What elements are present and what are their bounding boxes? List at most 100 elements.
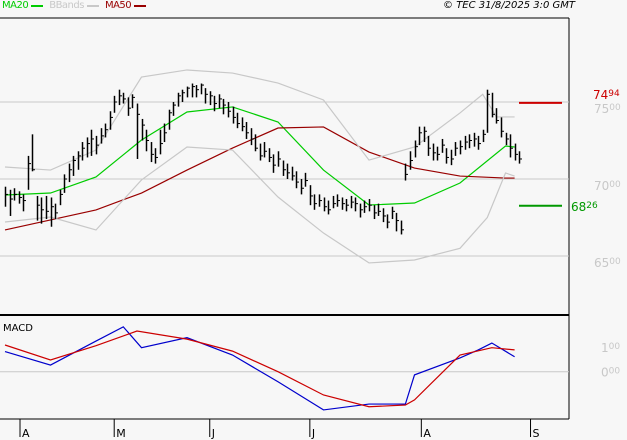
x-tick-label: S bbox=[533, 427, 540, 440]
price-bar bbox=[341, 197, 345, 210]
price-bar bbox=[172, 102, 176, 116]
price-bar bbox=[363, 200, 367, 213]
price-bar bbox=[327, 200, 331, 215]
x-tick-label: J bbox=[311, 427, 315, 440]
price-bar bbox=[118, 89, 122, 106]
price-bar bbox=[13, 188, 17, 201]
price-bar bbox=[218, 94, 222, 109]
price-bar bbox=[404, 163, 408, 181]
price-bar bbox=[195, 85, 199, 98]
price-bar bbox=[177, 92, 181, 107]
price-bar bbox=[18, 191, 22, 204]
price-bar bbox=[409, 151, 413, 170]
price-bar bbox=[81, 142, 85, 161]
price-bar bbox=[468, 134, 472, 149]
price-bar bbox=[423, 126, 427, 143]
price-bar bbox=[163, 123, 167, 143]
price-bar bbox=[54, 203, 58, 220]
price-bar bbox=[495, 108, 499, 124]
price-bar bbox=[350, 195, 354, 209]
price-bar bbox=[209, 91, 213, 106]
price-bar bbox=[336, 194, 340, 207]
price-bar bbox=[359, 203, 363, 218]
price-bar bbox=[272, 154, 276, 173]
price-bar bbox=[141, 118, 145, 141]
price-bar bbox=[254, 134, 258, 152]
macd-line bbox=[4, 326, 515, 411]
price-bar bbox=[277, 151, 281, 167]
price-bar bbox=[104, 123, 108, 138]
price-bar bbox=[445, 148, 449, 164]
price-bar bbox=[486, 89, 490, 133]
price-bar bbox=[63, 174, 67, 193]
price-bar bbox=[309, 185, 313, 206]
price-bar bbox=[291, 166, 295, 181]
series-ma20 bbox=[4, 106, 515, 206]
price-bar bbox=[200, 83, 204, 95]
price-bar bbox=[31, 134, 35, 172]
price-bar bbox=[90, 129, 94, 156]
series-bbands-lower bbox=[4, 146, 515, 264]
price-bar bbox=[186, 86, 190, 98]
macd-tick-label: 000 bbox=[601, 366, 620, 380]
price-bar bbox=[368, 199, 372, 212]
price-bar bbox=[213, 95, 217, 112]
price-bar bbox=[50, 197, 54, 227]
price-bar bbox=[386, 214, 390, 229]
price-bar bbox=[400, 220, 404, 235]
price-bar bbox=[395, 212, 399, 232]
price-bar bbox=[382, 208, 386, 223]
price-bar bbox=[436, 146, 440, 161]
legend-ma20: MA20 bbox=[2, 0, 44, 11]
price-bar bbox=[282, 160, 286, 176]
price-bar bbox=[86, 137, 90, 158]
ohlc-bars bbox=[4, 83, 522, 235]
price-bar bbox=[441, 138, 445, 153]
price-bar bbox=[159, 129, 163, 155]
price-bar bbox=[427, 135, 431, 156]
price-bar bbox=[9, 189, 13, 216]
price-bar bbox=[259, 143, 263, 161]
signal-line bbox=[4, 330, 515, 408]
macd-tick-label: 100 bbox=[601, 341, 620, 355]
y-tick-label: 7000 bbox=[594, 179, 621, 193]
price-bar bbox=[482, 129, 486, 143]
price-bar bbox=[295, 171, 299, 189]
price-bar bbox=[181, 89, 185, 102]
price-bar bbox=[168, 109, 172, 130]
level-label: 7494 bbox=[593, 88, 620, 102]
price-bar bbox=[500, 117, 504, 138]
price-bar bbox=[113, 95, 117, 113]
price-bar bbox=[122, 92, 126, 104]
price-bar bbox=[95, 135, 99, 155]
price-bar bbox=[109, 111, 113, 130]
price-bar bbox=[131, 94, 135, 109]
price-bar bbox=[354, 197, 358, 212]
price-bar bbox=[391, 206, 395, 220]
price-bar bbox=[136, 103, 140, 159]
price-bar bbox=[145, 129, 149, 152]
price-bar bbox=[323, 197, 327, 212]
copyright-timestamp: © TEC 31/8/2025 3:0 GMT bbox=[443, 0, 575, 11]
price-bar bbox=[313, 194, 317, 210]
price-bar bbox=[232, 106, 236, 124]
price-bar bbox=[304, 172, 308, 187]
price-bar bbox=[477, 135, 481, 150]
legend-bbands: BBands bbox=[49, 0, 99, 11]
price-bar bbox=[250, 128, 254, 146]
price-bar bbox=[373, 205, 377, 220]
price-bar bbox=[459, 140, 463, 155]
price-bar bbox=[68, 163, 72, 183]
price-bar bbox=[514, 143, 518, 161]
x-tick-label: M bbox=[116, 427, 126, 440]
level-label: 6826 bbox=[571, 200, 598, 214]
legend-ma50: MA50 bbox=[105, 0, 147, 11]
y-tick-label: 6500 bbox=[594, 256, 621, 270]
macd-title: MACD bbox=[3, 323, 33, 334]
price-bar bbox=[286, 163, 290, 179]
price-bar bbox=[263, 142, 267, 158]
price-bar bbox=[22, 194, 26, 212]
price-bar bbox=[127, 97, 131, 116]
price-bar bbox=[154, 148, 158, 164]
price-bar bbox=[36, 195, 40, 221]
